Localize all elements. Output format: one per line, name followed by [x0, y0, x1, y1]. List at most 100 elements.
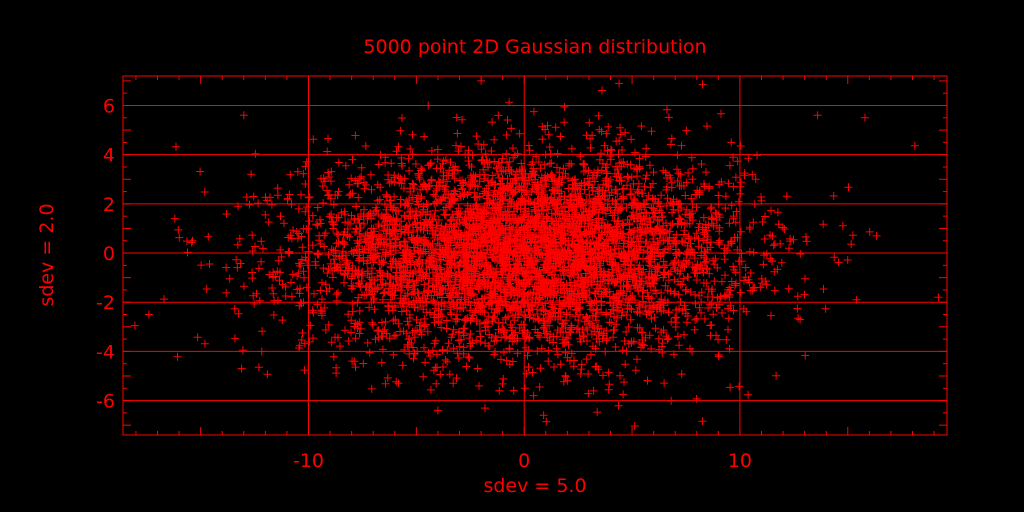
scatter-point: [415, 173, 424, 182]
scatter-point: [642, 237, 651, 246]
scatter-point: [585, 118, 594, 127]
scatter-point: [517, 159, 526, 168]
scatter-point: [300, 366, 309, 375]
scatter-point: [344, 337, 353, 345]
scatter-point: [293, 167, 302, 176]
scatter-point: [302, 256, 311, 265]
scatter-point: [594, 111, 603, 120]
scatter-point: [328, 273, 337, 282]
scatter-point: [411, 219, 420, 228]
scatter-point: [465, 354, 474, 362]
scatter-point: [487, 282, 496, 291]
scatter-point: [537, 243, 546, 252]
scatter-point: [197, 261, 206, 270]
scatter-point: [671, 323, 680, 331]
scatter-point: [654, 239, 663, 248]
scatter-point: [420, 314, 429, 323]
scatter-point: [319, 264, 328, 273]
scatter-point: [400, 345, 409, 354]
scatter-point: [515, 324, 524, 332]
scatter-point: [391, 331, 400, 340]
scatter-point: [299, 169, 308, 178]
scatter-point: [313, 221, 322, 230]
scatter-point: [436, 195, 445, 204]
scatter-point: [386, 229, 395, 238]
scatter-point: [417, 325, 425, 334]
scatter-point: [389, 316, 398, 325]
scatter-point: [385, 179, 394, 187]
scatter-point: [373, 180, 382, 189]
scatter-point: [680, 330, 688, 339]
scatter-point: [693, 186, 702, 195]
scatter-point: [329, 352, 338, 361]
scatter-point: [323, 269, 332, 277]
scatter-point: [472, 132, 481, 141]
scatter-point: [660, 379, 669, 388]
scatter-point: [707, 203, 716, 212]
scatter-point: [718, 309, 727, 317]
scatter-point: [232, 255, 241, 264]
scatter-point: [731, 281, 739, 290]
scatter-point: [553, 149, 562, 158]
scatter-point: [695, 303, 704, 312]
scatter-point: [273, 184, 282, 193]
scatter-point: [543, 317, 552, 326]
scatter-point: [316, 286, 325, 295]
scatter-point: [377, 281, 386, 290]
scatter-point: [408, 150, 417, 159]
scatter-point: [468, 151, 477, 160]
scatter-point: [583, 337, 591, 345]
scatter-point: [340, 238, 348, 247]
scatter-point: [295, 344, 303, 352]
scatter-point: [612, 320, 621, 329]
scatter-point: [759, 260, 768, 269]
scatter-point: [645, 308, 654, 317]
scatter-point: [729, 182, 738, 191]
scatter-point: [682, 126, 691, 135]
scatter-point: [473, 295, 481, 304]
scatter-point: [697, 308, 705, 317]
scatter-point: [643, 376, 652, 385]
scatter-point: [638, 340, 647, 349]
scatter-point: [676, 297, 685, 306]
scatter-points: [130, 76, 943, 430]
scatter-point: [362, 181, 370, 189]
scatter-point: [389, 350, 398, 359]
scatter-point: [408, 130, 417, 139]
scatter-point: [285, 190, 294, 199]
scatter-point: [288, 270, 297, 279]
scatter-point: [732, 207, 741, 216]
scatter-point: [449, 379, 458, 388]
scatter-point: [677, 141, 686, 150]
scatter-point: [564, 174, 572, 183]
scatter-point: [453, 349, 462, 358]
scatter-point: [276, 245, 285, 254]
scatter-point: [655, 206, 664, 215]
scatter-point: [769, 241, 778, 250]
scatter-point: [762, 249, 771, 258]
scatter-point: [583, 174, 592, 183]
scatter-point: [414, 171, 423, 180]
scatter-point: [375, 195, 384, 204]
scatter-point: [324, 265, 333, 274]
scatter-point: [782, 192, 791, 201]
scatter-point: [359, 359, 368, 368]
scatter-point: [642, 229, 651, 238]
scatter-point: [627, 189, 636, 198]
scatter-point: [408, 193, 417, 202]
scatter-point: [616, 130, 625, 139]
scatter-point: [619, 390, 628, 399]
scatter-point: [758, 218, 767, 226]
scatter-point: [591, 344, 600, 353]
scatter-point: [500, 326, 509, 334]
scatter-point: [454, 336, 463, 345]
scatter-point: [549, 293, 558, 302]
scatter-point: [529, 391, 538, 400]
scatter-point: [586, 215, 595, 224]
scatter-point: [634, 301, 643, 310]
scatter-point: [473, 182, 482, 191]
scatter-point: [381, 317, 390, 326]
scatter-point: [714, 238, 723, 247]
scatter-point: [269, 289, 278, 298]
